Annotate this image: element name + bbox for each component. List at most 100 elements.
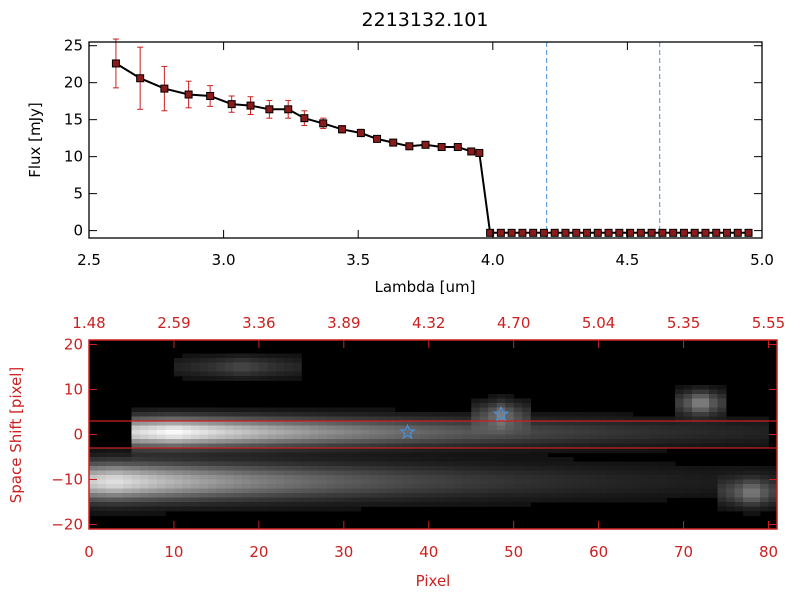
image-pixel [224,425,234,431]
image-pixel [411,497,421,503]
image-pixel [156,484,166,489]
image-pixel [190,407,200,413]
image-pixel [683,412,693,417]
image-pixel [428,439,438,444]
image-pixel [726,484,735,489]
image-pixel [284,506,294,512]
image-pixel [513,412,523,417]
image-pixel [547,457,557,462]
image-pixel [250,452,260,458]
image-pixel [326,430,336,435]
image-pixel [105,484,115,489]
image-pixel [207,407,217,413]
image-pixel [89,479,98,485]
image-pixel [709,439,718,444]
image-pixel [267,448,277,453]
image-pixel [632,425,642,431]
image-pixel [607,425,617,431]
image-pixel [547,443,557,449]
image-pixel [445,430,455,435]
image-pixel [505,452,515,458]
image-pixel [556,470,566,476]
image-pixel [292,362,302,368]
image-pixel [326,493,336,498]
image-pixel [445,416,455,422]
image-pixel [649,466,659,471]
image-pixel [216,353,226,359]
image-pixel [581,448,591,453]
image-pixel [139,407,149,413]
image-pixel [598,475,608,480]
image-pixel [216,493,226,498]
image-pixel [360,470,370,476]
image-pixel [539,430,549,435]
image-pixel [250,484,260,489]
image-pixel [165,457,175,462]
image-pixel [241,479,251,485]
image-pixel [573,425,583,431]
image-pixel [666,439,676,444]
image-pixel [199,475,209,480]
image-pixel [122,484,132,489]
image-pixel [522,488,532,494]
image-pixel [471,434,481,440]
image-pixel [590,412,600,417]
image-pixel [148,497,158,503]
image-pixel [734,493,744,498]
image-pixel [471,488,481,494]
image-pixel [717,407,727,413]
data-point [636,228,645,237]
image-pixel [139,434,149,440]
image-pixel [658,488,667,494]
y-tick-label: 20 [64,74,83,92]
image-pixel [411,421,421,426]
image-pixel [454,488,464,494]
image-pixel [734,430,744,435]
image-pixel [352,488,362,494]
image-pixel [139,452,149,458]
image-pixel [564,466,574,471]
image-pixel [301,502,311,507]
image-pixel [539,452,549,458]
image-pixel [233,412,243,417]
image-pixel [352,497,362,503]
data-point [647,228,656,237]
image-pixel [292,493,302,498]
image-pixel [624,448,633,453]
y-tick-label: 10 [64,148,83,166]
image-pixel [182,506,192,512]
image-pixel [658,475,667,480]
data-point [733,228,742,237]
image-pixel [420,470,430,476]
image-pixel [513,484,523,489]
image-pixel [411,461,421,467]
image-pixel [428,470,438,476]
image-pixel [267,506,277,512]
image-pixel [420,461,430,467]
image-pixel [683,430,693,435]
image-pixel [488,475,498,480]
image-pixel [199,358,209,363]
image-pixel [445,502,455,507]
image-pixel [369,416,379,422]
image-pixel [590,443,600,449]
image-pixel [156,493,166,498]
image-pixel [377,475,387,480]
image-pixel [386,448,396,453]
image-pixel [369,493,379,498]
image-pixel [190,443,200,449]
image-pixel [505,448,515,453]
image-pixel [165,497,175,503]
image-pixel [454,412,464,417]
spectral-image-panel: 0 10 20 30 40 50 60 70 80 1.48 2.59 3.36 3.89 4.32 4.… [7,314,785,590]
image-pixel [505,403,515,408]
image-pixel [360,461,370,467]
image-pixel [683,421,693,426]
image-pixel [726,466,735,471]
image-pixel [428,502,438,507]
image-pixel [556,439,566,444]
image-pixel [190,502,200,507]
image-pixel [326,448,336,453]
image-pixel [717,497,727,503]
image-pixel [309,479,319,485]
